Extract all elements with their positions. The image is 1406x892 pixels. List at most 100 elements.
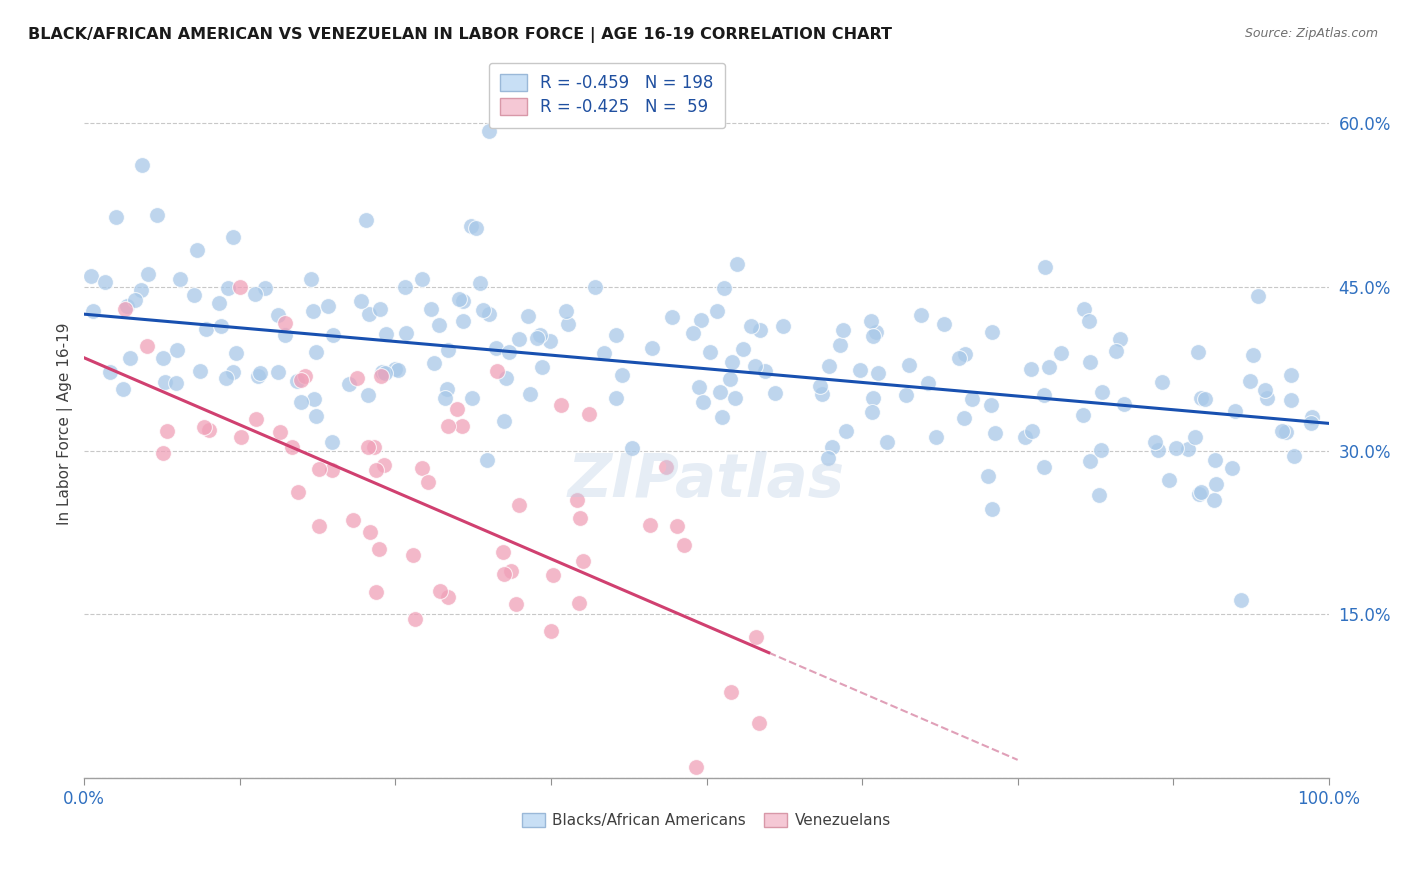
Point [287, 485, 309, 500]
Point [472, 303, 495, 318]
Point [818, 359, 841, 374]
Point [1177, 442, 1199, 456]
Point [290, 395, 312, 409]
Point [744, 359, 766, 373]
Point [830, 338, 852, 352]
Point [718, 372, 741, 386]
Point [817, 450, 839, 465]
Point [763, 386, 786, 401]
Point [621, 442, 644, 456]
Point [222, 365, 245, 379]
Point [301, 303, 323, 318]
Point [290, 373, 312, 387]
Point [1243, 348, 1265, 362]
Point [299, 272, 322, 286]
Point [725, 257, 748, 271]
Point [337, 376, 360, 391]
Point [1184, 429, 1206, 443]
Point [1189, 485, 1212, 500]
Point [285, 375, 308, 389]
Point [1254, 384, 1277, 398]
Point [478, 307, 501, 321]
Point [423, 356, 446, 370]
Point [229, 430, 252, 444]
Point [436, 382, 458, 396]
Point [486, 364, 509, 378]
Point [706, 304, 728, 318]
Point [1220, 461, 1243, 475]
Point [638, 518, 661, 533]
Point [724, 391, 747, 405]
Point [541, 567, 564, 582]
Point [249, 367, 271, 381]
Point [733, 342, 755, 356]
Point [1112, 397, 1135, 411]
Point [713, 281, 735, 295]
Point [720, 355, 742, 369]
Point [114, 302, 136, 317]
Point [450, 418, 472, 433]
Point [404, 612, 426, 626]
Point [748, 715, 770, 730]
Point [810, 387, 832, 401]
Point [1033, 260, 1056, 274]
Point [605, 327, 627, 342]
Point [214, 370, 236, 384]
Point [960, 392, 983, 406]
Point [592, 346, 614, 360]
Point [115, 299, 138, 313]
Point [808, 379, 831, 393]
Point [188, 364, 211, 378]
Point [894, 387, 917, 401]
Point [267, 308, 290, 322]
Point [120, 351, 142, 365]
Point [124, 293, 146, 308]
Point [1282, 449, 1305, 463]
Point [557, 317, 579, 331]
Point [155, 375, 177, 389]
Point [366, 463, 388, 477]
Point [437, 418, 460, 433]
Point [305, 345, 328, 359]
Point [1166, 442, 1188, 456]
Point [1247, 289, 1270, 303]
Point [384, 362, 406, 376]
Point [169, 271, 191, 285]
Point [498, 345, 520, 359]
Point [572, 554, 595, 568]
Point [530, 359, 553, 374]
Point [308, 462, 330, 476]
Point [371, 365, 394, 379]
Point [82, 304, 104, 318]
Point [357, 440, 380, 454]
Point [1091, 385, 1114, 400]
Point [720, 685, 742, 699]
Point [860, 405, 883, 419]
Point [373, 458, 395, 473]
Point [321, 434, 343, 449]
Point [253, 280, 276, 294]
Point [305, 409, 328, 423]
Point [740, 319, 762, 334]
Point [661, 310, 683, 325]
Point [416, 475, 439, 490]
Point [364, 585, 387, 599]
Point [281, 440, 304, 454]
Point [1014, 430, 1036, 444]
Point [1256, 392, 1278, 406]
Point [1157, 473, 1180, 487]
Point [772, 319, 794, 334]
Point [610, 368, 633, 383]
Point [568, 596, 591, 610]
Point [374, 366, 396, 380]
Point [1202, 492, 1225, 507]
Point [131, 158, 153, 172]
Point [245, 411, 267, 425]
Point [165, 376, 187, 391]
Point [274, 328, 297, 343]
Point [709, 384, 731, 399]
Point [246, 368, 269, 383]
Point [1223, 404, 1246, 418]
Point [156, 424, 179, 438]
Point [672, 538, 695, 552]
